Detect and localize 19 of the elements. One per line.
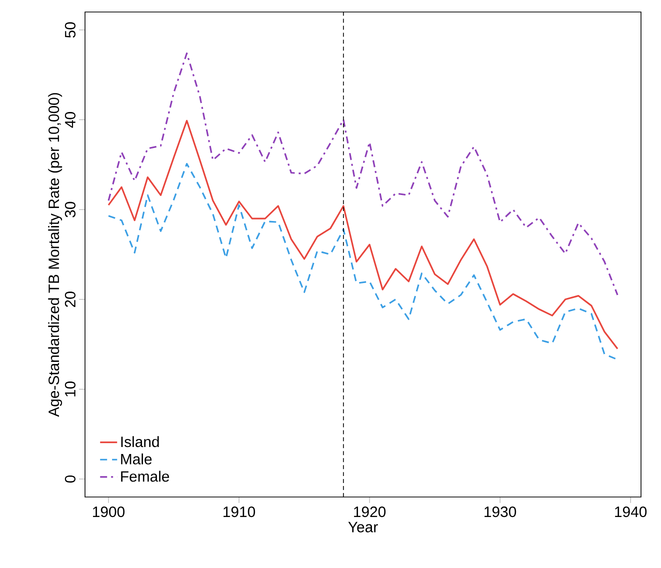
y-tick-label: 40 xyxy=(64,112,76,128)
y-axis-title: Age-Standardized TB Mortality Rate (per 10,000) xyxy=(48,93,62,417)
x-tick-label: 1910 xyxy=(224,506,256,518)
y-tick-label: 30 xyxy=(64,202,76,218)
x-tick-label: 1940 xyxy=(615,506,647,518)
legend-label: Island xyxy=(121,436,159,448)
line-series xyxy=(108,120,618,350)
legend-label: Male xyxy=(121,453,152,464)
y-tick-label: 0 xyxy=(64,475,76,483)
x-tick-label: 1900 xyxy=(93,506,125,518)
x-axis-title: Year xyxy=(348,522,378,532)
y-tick-label: 50 xyxy=(64,22,76,38)
line-series xyxy=(108,162,618,360)
legend-label: Female xyxy=(121,470,170,482)
line-series xyxy=(108,52,618,296)
y-tick-label: 20 xyxy=(64,292,76,307)
x-tick-label: 1930 xyxy=(484,506,516,518)
x-tick-label: 1920 xyxy=(354,506,386,518)
y-tick-label: 10 xyxy=(64,381,76,396)
